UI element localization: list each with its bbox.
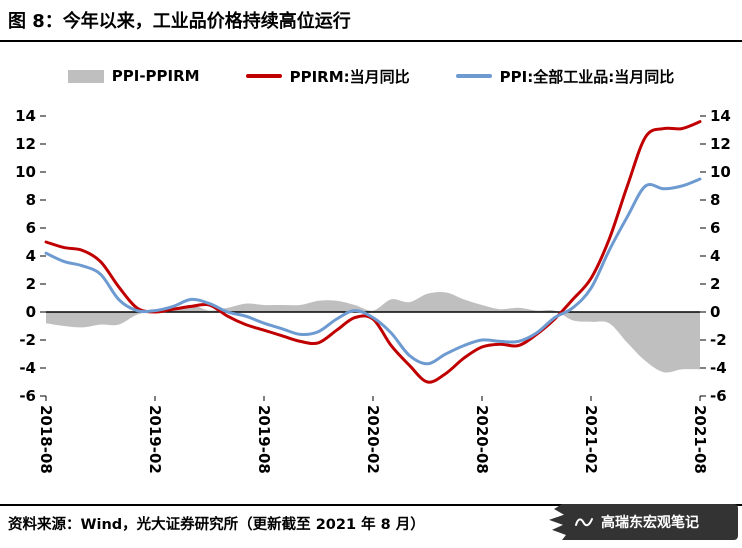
- legend-label-spread: PPI-PPIRM: [111, 67, 200, 85]
- x-axis-label: 2018-08: [37, 405, 55, 474]
- y-axis-label-left: -2: [19, 331, 36, 349]
- chart-area: 14 14 12 12 10 10 8 8 6 6 4 4 2 2 0 0 -2 -2 -4 -4 -6 -6 2018-0…: [0, 96, 742, 484]
- y-axis-label-left: 8: [26, 191, 36, 209]
- y-axis-label-right: 10: [710, 163, 731, 181]
- y-axis-label-left: -4: [19, 359, 36, 377]
- y-axis-label-left: 0: [26, 303, 36, 321]
- x-axis-label: 2021-08: [691, 405, 709, 474]
- legend-label-ppirm: PPIRM:当月同比: [289, 67, 410, 86]
- line-swatch-icon: [245, 74, 282, 78]
- y-axis-label-right: -4: [710, 359, 727, 377]
- legend-item-ppirm: PPIRM:当月同比: [245, 66, 410, 87]
- legend-item-spread: PPI-PPIRM: [67, 67, 200, 85]
- y-axis-label-left: 6: [26, 219, 36, 237]
- x-axis-label: 2020-02: [364, 405, 382, 474]
- legend-label-ppi: PPI:全部工业品:当月同比: [499, 67, 675, 86]
- y-axis-label-left: 12: [15, 135, 36, 153]
- x-axis-label: 2020-08: [473, 405, 491, 474]
- y-axis-label-right: 2: [710, 275, 720, 293]
- y-axis-label-right: 8: [710, 191, 720, 209]
- area-swatch-icon: [67, 69, 104, 83]
- x-axis-label: 2021-02: [582, 405, 600, 474]
- figure-footer: 资料来源：Wind，光大证券研究所（更新截至 2021 年 8 月）: [0, 504, 742, 541]
- y-axis-label-right: -2: [710, 331, 727, 349]
- y-axis-label-right: -6: [710, 387, 727, 405]
- y-axis-label-right: 12: [710, 135, 731, 153]
- legend-item-ppi: PPI:全部工业品:当月同比: [455, 66, 675, 87]
- y-axis-label-right: 4: [710, 247, 720, 265]
- y-axis-label-right: 14: [710, 107, 731, 125]
- y-axis-label-left: 4: [26, 247, 36, 265]
- y-axis-label-left: 14: [15, 107, 36, 125]
- y-axis-label-left: 2: [26, 275, 36, 293]
- y-axis-label-left: -6: [19, 387, 36, 405]
- x-axis-label: 2019-02: [146, 405, 164, 474]
- y-axis-label-left: 10: [15, 163, 36, 181]
- source-note: 资料来源：Wind，光大证券研究所（更新截至 2021 年 8 月）: [8, 517, 425, 533]
- wave-logo-icon: [575, 518, 593, 527]
- ppi-line: [44, 177, 702, 366]
- figure-title: 图 8：今年以来，工业品价格持续高位运行: [8, 11, 351, 32]
- watermark-text: 高瑞东宏观笔记: [601, 515, 699, 531]
- ppi-ppirm-spread-area: [46, 292, 700, 373]
- watermark-badge: 高瑞东宏观笔记: [549, 504, 738, 540]
- x-axis-label: 2019-08: [255, 405, 273, 474]
- y-axis-label-right: 6: [710, 219, 720, 237]
- ppirm-line: [44, 120, 702, 384]
- figure-header: 图 8：今年以来，工业品价格持续高位运行: [0, 0, 742, 42]
- chart-legend: PPI-PPIRM PPIRM:当月同比 PPI:全部工业品:当月同比: [0, 66, 742, 86]
- line-swatch-icon: [455, 74, 492, 78]
- y-axis-label-right: 0: [710, 303, 720, 321]
